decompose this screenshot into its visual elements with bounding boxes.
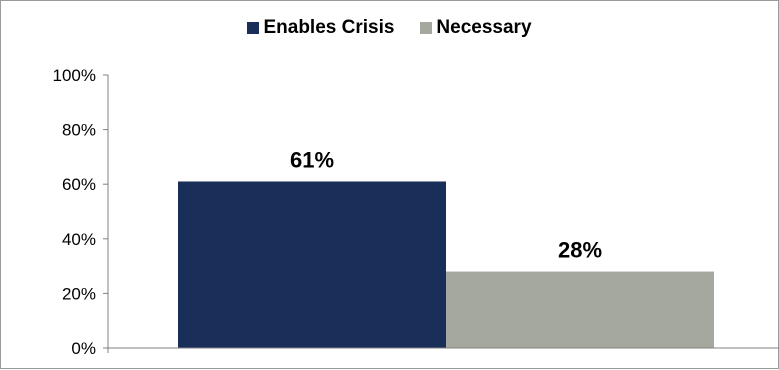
legend-label-enables-crisis: Enables Crisis: [263, 17, 395, 38]
data-label-1: 28%: [558, 238, 602, 263]
y-tick-label: 100%: [53, 66, 96, 85]
y-tick-label: 60%: [62, 175, 96, 194]
legend-item-enables-crisis: Enables Crisis: [247, 17, 394, 39]
bar-0: [178, 181, 446, 348]
legend-swatch-enables-crisis: [247, 22, 260, 34]
legend: Enables Crisis Necessary: [1, 15, 778, 41]
legend-label-necessary: Necessary: [436, 17, 532, 38]
legend-item-necessary: Necessary: [420, 17, 532, 39]
legend-swatch-necessary: [420, 22, 433, 34]
y-tick-label: 20%: [62, 284, 96, 303]
y-tick-label: 0%: [71, 339, 96, 358]
data-label-0: 61%: [290, 147, 334, 172]
bar-1: [446, 271, 714, 348]
y-tick-label: 40%: [62, 230, 96, 249]
y-tick-label: 80%: [62, 121, 96, 140]
